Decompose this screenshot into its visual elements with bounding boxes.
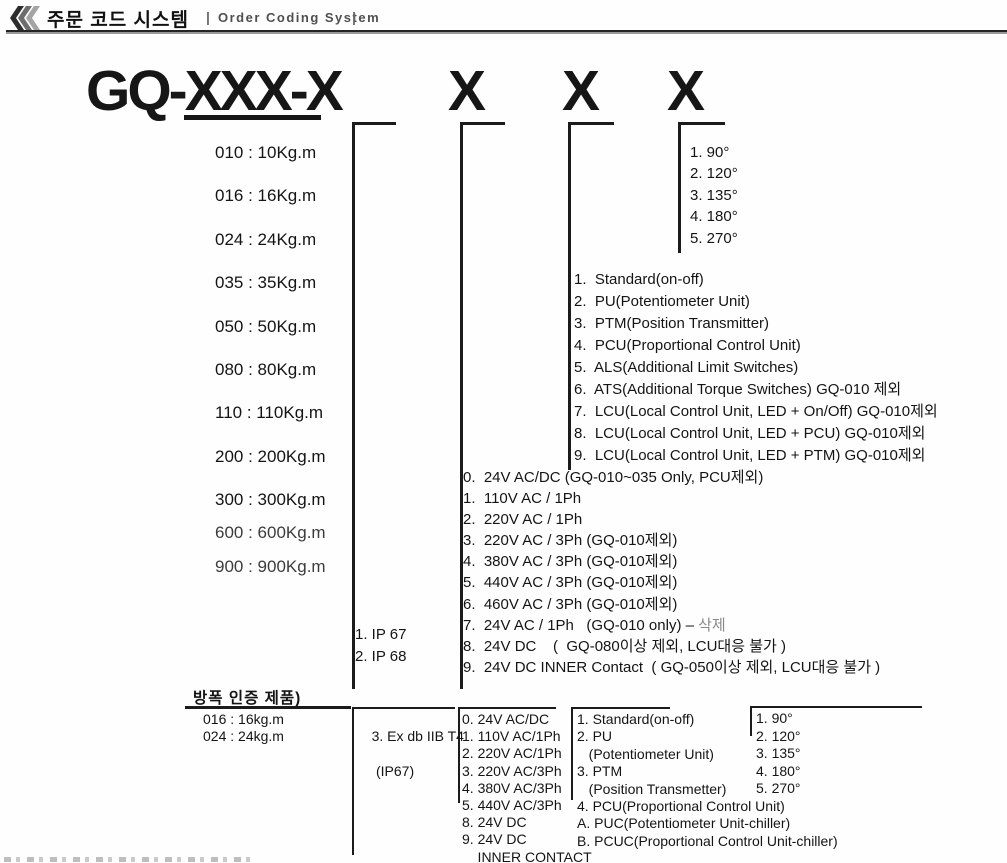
explosion-angle-item: 3. 135° — [756, 745, 801, 762]
power-item: 5. 440V AC / 3Ph (GQ-010제외) — [463, 574, 678, 592]
explosion-power-item: 0. 24V AC/DC — [462, 711, 550, 727]
code-x2: X — [448, 59, 486, 123]
header-title-korean: 주문 코드 시스템 — [47, 10, 189, 31]
bracket-angle-line — [678, 122, 725, 253]
power-item: 1. 110V AC / 1Ph — [463, 490, 582, 508]
option-item: 2. PU(Potentiometer Unit) — [574, 293, 750, 311]
code-base: GQ-XXX-X — [86, 59, 344, 123]
explosion-angle-item: 1. 90° — [756, 710, 793, 726]
explosion-angle-item: 5. 270° — [756, 780, 801, 797]
explosion-angle-item: 4. 180° — [756, 762, 801, 779]
explosion-cert-box — [352, 707, 455, 855]
torque-list-gray: 600 : 600Kg.m 900 : 900Kg.m — [215, 516, 326, 584]
explosion-option-list: 1. Standard(on-off) 2. PU (Potentiometer … — [577, 711, 838, 850]
explosion-power-box — [458, 707, 556, 803]
option-item: 6. ATS(Additional Torque Switches) GQ-01… — [574, 381, 902, 399]
cut-off-text — [4, 857, 254, 862]
torque-item: 010 : 10Kg.m — [215, 143, 317, 162]
power-item: 4. 380V AC / 3Ph (GQ-010제외) — [463, 553, 678, 571]
power-item: 0. 24V AC/DC (GQ-010~035 Only, PCU제외) — [463, 469, 764, 486]
explosion-power-item: 1. 110V AC/1Ph — [462, 728, 561, 745]
header-divider-right: | — [352, 9, 356, 25]
ip-list: 1. IP 67 2. IP 68 — [355, 624, 406, 668]
cert-code: 3. Ex db IIB T4 — [371, 728, 464, 745]
torque-item-gray: 900 : 900Kg.m — [215, 557, 326, 576]
power-list: 0. 24V AC/DC (GQ-010~035 Only, PCU제외) 1. … — [463, 467, 880, 678]
option-item: 8. LCU(Local Control Unit, LED + PCU) GQ… — [574, 425, 926, 443]
power-item: 7. 24V AC / 1Ph (GQ-010 only) – 삭제 — [463, 616, 726, 634]
option-item: 4. PCU(Proportional Control Unit) — [574, 337, 801, 355]
explosion-power-item: 5. 440V AC/3Ph — [462, 797, 562, 814]
ip-item: 2. IP 68 — [355, 648, 407, 665]
explosion-power-item: 9. 24V DC — [462, 831, 527, 848]
explosion-option-item: (Position Transmetter) — [577, 780, 727, 797]
torque-item: 110 : 110Kg.m — [215, 403, 324, 423]
explosion-option-item: 4. PCU(Proportional Control Unit) — [577, 798, 785, 815]
header-title-english: Order Coding System — [218, 10, 381, 25]
explosion-option-box — [571, 707, 670, 800]
option-item: 1. Standard(on-off) — [574, 271, 704, 288]
torque-item: 300 : 300Kg.m — [215, 490, 326, 510]
power-item: 9. 24V DC INNER Contact ( GQ-050이상 제외, L… — [463, 658, 881, 676]
torque-item: 024 : 24Kg.m — [215, 229, 317, 249]
explosion-power-item: 3. 220V AC/3Ph — [462, 762, 562, 779]
option-item: 9. LCU(Local Control Unit, LED + PTM) GQ… — [574, 447, 926, 465]
chevrons-left-icon — [10, 6, 40, 30]
header-divider-left: | — [206, 9, 210, 25]
torque-item: 200 : 200Kg.m — [215, 446, 326, 466]
code-underline — [184, 115, 321, 120]
explosion-torque-list: 016 : 16kg.m 024 : 24kg.m — [203, 711, 284, 746]
angle-item: 3. 135° — [690, 186, 738, 204]
explosion-angle-item: 2. 120° — [756, 727, 801, 744]
explosion-option-item: B. PCUC(Proportional Control Unit-chille… — [577, 832, 838, 849]
torque-item: 035 : 35Kg.m — [215, 273, 317, 293]
option-item: 5. ALS(Additional Limit Switches) — [574, 359, 799, 377]
explosion-power-list: 0. 24V AC/DC 1. 110V AC/1Ph 2. 220V AC/1Ph… — [462, 711, 592, 863]
power-item: 2. 220V AC / 1Ph — [463, 511, 583, 529]
angle-item: 2. 120° — [690, 165, 738, 183]
torque-item: 016 : 16Kg.m — [215, 186, 317, 206]
cert-ip-rating: (IP67) — [376, 763, 415, 780]
power-item: 3. 220V AC / 3Ph (GQ-010제외) — [463, 532, 678, 550]
explosion-power-item: INNER CONTACT — [462, 848, 592, 863]
header-rule — [6, 30, 1007, 34]
explosion-angle-box — [750, 706, 922, 736]
explosion-power-item: 4. 380V AC/3Ph — [462, 779, 562, 796]
explosion-option-item: 2. PU — [577, 728, 613, 745]
explosion-angle-list: 1. 90° 2. 120° 3. 135° 4. 180° 5. 270° — [756, 710, 801, 798]
angle-item: 4. 180° — [690, 208, 738, 226]
explosion-option-item: (Potentiometer Unit) — [577, 745, 714, 762]
torque-item: 050 : 50Kg.m — [215, 316, 317, 336]
angle-item: 5. 270° — [690, 229, 738, 247]
explosion-power-item: 2. 220V AC/1Ph — [462, 745, 562, 762]
explosion-power-item: 8. 24V DC — [462, 814, 527, 831]
option-list: 1. Standard(on-off) 2. PU(Potentiometer U… — [574, 269, 938, 467]
angle-list: 1. 90° 2. 120° 3. 135° 4. 180° 5. 270° — [690, 142, 738, 249]
power-item: 6. 460V AC / 3Ph (GQ-010제외) — [463, 595, 678, 613]
explosion-torque-item: 024 : 24kg.m — [203, 728, 284, 745]
bracket-ip-line — [352, 122, 396, 689]
torque-item: 080 : 80Kg.m — [215, 360, 317, 380]
explosion-heading-underline — [185, 706, 351, 709]
explosion-option-item: 3. PTM — [577, 763, 623, 780]
option-item: 7. LCU(Local Control Unit, LED + On/Off)… — [574, 403, 938, 421]
ip-item: 1. IP 67 — [355, 626, 407, 643]
bracket-option-line — [568, 122, 614, 470]
code-x4: X — [667, 59, 705, 123]
power-item: 8. 24V DC ( GQ-080이상 제외, LCU대응 불가 ) — [463, 637, 786, 655]
explosion-option-item: A. PUC(Potentiometer Unit-chiller) — [577, 815, 791, 832]
code-x3: X — [562, 59, 600, 123]
bracket-power-line — [460, 122, 505, 689]
explosion-section-heading: 방폭 인증 제품) — [193, 690, 302, 707]
torque-list: 010 : 10Kg.m 016 : 16Kg.m 024 : 24Kg.m 035 … — [215, 131, 326, 522]
angle-item: 1. 90° — [690, 144, 730, 161]
explosion-torque-item: 016 : 16kg.m — [203, 711, 284, 727]
option-item: 3. PTM(Position Transmitter) — [574, 315, 770, 333]
explosion-cert-text: 3. Ex db IIB T4 (IP67) — [356, 711, 464, 815]
explosion-option-item: 1. Standard(on-off) — [577, 711, 695, 727]
torque-item-gray: 600 : 600Kg.m — [215, 523, 326, 542]
